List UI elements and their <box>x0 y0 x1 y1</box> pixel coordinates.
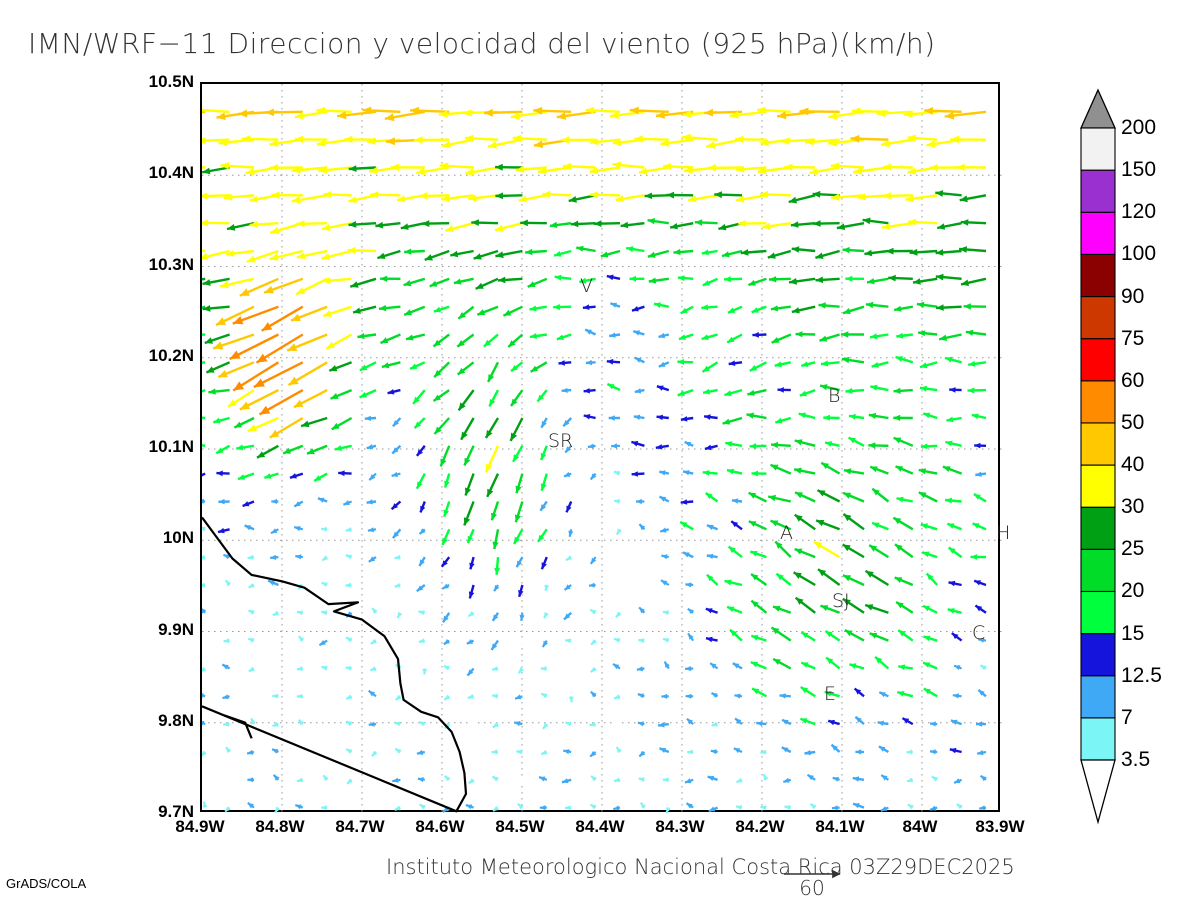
y-tick-3: 10.2N <box>148 345 194 365</box>
y-tick-7: 9.8N <box>158 710 194 730</box>
y-tick-8: 9.7N <box>158 802 194 821</box>
colorbar-label-12.5: 12.5 <box>1121 663 1162 687</box>
page-title: IMN/WRF−11 Direccion y velocidad del vie… <box>28 27 936 60</box>
colorbar-label-60: 60 <box>1121 368 1145 392</box>
colorbar-label-15: 15 <box>1121 621 1145 645</box>
colorbar-label-50: 50 <box>1121 410 1145 434</box>
y-tick-4: 10.1N <box>148 437 194 456</box>
wind-arrows <box>202 106 987 814</box>
wind-vector-plot <box>200 82 1002 814</box>
x-tick-5: 84.4W <box>575 817 625 836</box>
x-tick-9: 84W <box>902 817 938 836</box>
y-tick-5: 10N <box>162 528 194 548</box>
colorbar-label-150: 150 <box>1121 158 1157 182</box>
colorbar-label-3.5: 3.5 <box>1121 748 1151 771</box>
x-tick-2: 84.7W <box>335 817 385 836</box>
wind-field-canvas <box>202 84 1002 814</box>
colorbar-swatches <box>1079 88 1117 825</box>
x-tick-6: 84.3W <box>655 817 705 836</box>
y-tick-6: 9.9N <box>158 619 194 639</box>
x-tick-4: 84.5W <box>495 817 545 836</box>
x-tick-1: 84.8W <box>255 817 305 836</box>
colorbar-label-20: 20 <box>1121 579 1145 603</box>
colorbar-label-30: 30 <box>1121 495 1145 519</box>
x-tick-0: 84.9W <box>175 817 225 836</box>
x-tick-8: 84.1W <box>815 817 865 836</box>
coastline <box>224 714 253 739</box>
x-tick-7: 84.2W <box>735 817 785 836</box>
x-tick-3: 84.6W <box>415 817 465 836</box>
colorbar-label-200: 200 <box>1121 116 1157 139</box>
grads-credit: GrADS/COLA <box>6 876 87 891</box>
colorbar-label-25: 25 <box>1121 537 1145 561</box>
coastline <box>202 516 468 813</box>
colorbar-label-100: 100 <box>1121 242 1157 266</box>
y-tick-2: 10.3N <box>148 254 194 274</box>
x-tick-10: 83.9W <box>975 817 1025 836</box>
colorbar-label-40: 40 <box>1121 453 1145 477</box>
reference-vector-label: 60 <box>799 876 825 900</box>
footer-institution: Instituto Meteorologico Nacional Costa R… <box>386 855 1015 879</box>
y-tick-0: 10.5N <box>148 72 194 91</box>
colorbar-label-90: 90 <box>1121 284 1145 308</box>
reference-vector-arrow <box>784 869 841 879</box>
colorbar-label-120: 120 <box>1121 200 1157 224</box>
y-tick-1: 10.4N <box>148 163 194 183</box>
colorbar-label-75: 75 <box>1121 326 1145 350</box>
colorbar: 3.5 7 12.5 15 20 25 30 40 50 60 75 90 100 120 150 200 <box>1075 88 1200 828</box>
colorbar-label-7: 7 <box>1121 705 1133 729</box>
